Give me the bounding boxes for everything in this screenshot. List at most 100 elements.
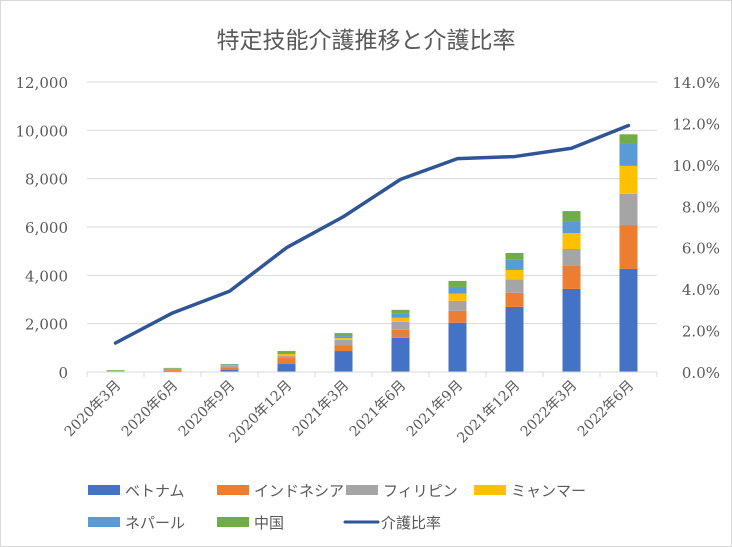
bar-segment [448,310,467,323]
bar-segment [391,317,410,322]
bar-segment [163,370,182,372]
y2-tick-label: 4.0% [682,281,720,299]
x-tick-label: 2022年6月 [575,378,638,441]
bar-segment [220,365,239,367]
bar-segment [562,211,581,222]
bar-segment [220,368,239,370]
legend-label: フィリピン [383,482,458,500]
bar-segment [505,259,524,270]
bar-segment [505,292,524,307]
bar-segment [163,367,182,369]
legend-label: 中国 [254,514,284,532]
bar-segment [562,265,581,289]
x-tick-label: 2021年9月 [404,378,467,441]
x-tick-label: 2022年3月 [518,378,581,441]
legend-swatch [217,517,249,527]
legend-item: 中国 [217,514,284,532]
legend-swatch [474,485,506,495]
bar-segment [391,337,410,372]
y2-tick-label: 6.0% [682,240,720,258]
bar-segment [562,248,581,266]
y-tick-label: 4,000 [25,267,68,285]
y-tick-label: 2,000 [25,316,68,334]
bar-segment [391,321,410,330]
y2-tick-label: 10.0% [672,157,720,175]
y2-tick-label: 0.0% [682,364,720,382]
bar-segment [106,371,125,372]
bar-segment [277,358,296,365]
bar-segment [277,353,296,355]
bar-segment [619,165,638,194]
ratio-line [113,123,631,345]
bar-segment [334,339,353,346]
bar-segment [334,351,353,372]
x-tick-label: 2020年6月 [119,378,182,441]
bar-segment [220,364,239,365]
x-tick-label: 2020年9月 [176,378,239,441]
bar-segment [619,143,638,166]
bar-segment [448,280,467,287]
legend-label: ミャンマー [511,482,586,500]
y2-tick-label: 8.0% [682,198,720,216]
bar-segment [562,288,581,372]
y-tick-label: 12,000 [16,74,69,92]
bar-segment [277,354,296,357]
legend-swatch [88,485,120,495]
chart-title: 特定技能介護推移と介護比率 [217,28,516,54]
bar-segment [391,329,410,338]
legend-label: 介護比率 [381,514,441,532]
legend-swatch [88,517,120,527]
x-tick-label: 2020年3月 [62,378,125,441]
legend-item: ベトナム [88,482,185,500]
legend-label: インドネシア [254,482,344,500]
legend-item: インドネシア [217,482,344,500]
bar-segment [448,322,467,372]
bar-segment [220,366,239,369]
bar-segment [505,253,524,260]
legend-label: ネパール [125,514,185,532]
bar-segment [334,338,353,340]
bar-segment [163,368,182,370]
legend-item: ミャンマー [474,482,586,500]
y2-tick-label: 12.0% [672,115,720,133]
bar-segment [619,225,638,269]
bar-segment [106,370,125,371]
y-tick-label: 10,000 [16,122,69,140]
bar-segment [505,306,524,372]
bar-segment [220,364,239,366]
legend-label: ベトナム [125,482,185,500]
legend-item: 介護比率 [343,514,441,532]
y-tick-label: 8,000 [25,171,68,189]
bar-segment [277,351,296,354]
bar-segment [505,279,524,293]
bar-segment [619,268,638,372]
x-tick-label: 2021年3月 [290,378,353,441]
bar-segment [334,333,353,337]
bar-segment [505,269,524,280]
y-tick-label: 0 [58,364,68,382]
bar-segment [334,345,353,352]
bar-segment [277,356,296,359]
bar-segment [448,293,467,301]
bar-segment [391,313,410,318]
bar-segment [277,364,296,372]
bar-segment [448,300,467,311]
y2-tick-label: 2.0% [682,323,720,341]
bar-segment [619,134,638,144]
bar-segment [220,369,239,372]
bar-segment [562,221,581,234]
bar-segment [619,193,638,226]
x-tick-label: 2021年6月 [347,378,410,441]
bar-segment [562,233,581,249]
legend-swatch [217,485,249,495]
y2-tick-label: 14.0% [672,74,720,92]
legend-swatch [346,485,378,495]
legend-item: フィリピン [346,482,458,500]
bar-segment [334,336,353,339]
bar-segment [391,309,410,314]
y-tick-label: 6,000 [25,219,68,237]
legend-item: ネパール [88,514,185,532]
bar-segment [448,286,467,294]
bar-segment [163,369,182,371]
